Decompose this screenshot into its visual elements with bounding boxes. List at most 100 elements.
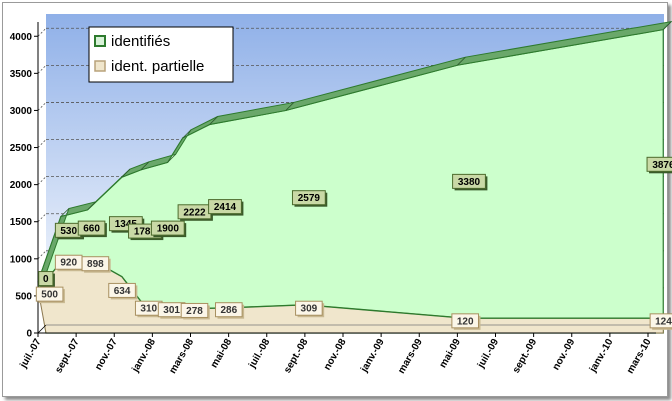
data-label-text: 0 [43,274,49,285]
gridline-depth [37,250,47,260]
gridline-depth [37,65,47,74]
data-label-text: 660 [83,224,100,235]
legend-label-identifies: identifiés [111,33,170,50]
data-label-text: 309 [301,304,318,315]
data-label-identifies: 0 [38,271,55,288]
data-label-box [35,286,64,302]
legend-swatch-partielle [94,60,106,72]
data-label-identifies: 2579 [291,190,328,207]
gridline-depth [37,102,47,111]
gridline-depth [37,213,47,223]
data-label-box [38,271,54,287]
data-label-identifies: 530 [54,222,84,240]
data-label-text: 124 [655,316,672,327]
x-tick-label: mars-10 [625,337,654,376]
depth-edge [140,161,150,171]
data-label-partielle: 309 [295,300,325,318]
y-tick-label: 3500 [10,69,33,80]
data-label-partielle: 124 [649,313,672,330]
data-label-partielle: 310 [134,300,165,318]
data-label-identifies: 3380 [452,173,488,191]
data-label-partielle: 634 [108,282,138,300]
x-tick-label: juil.-08 [246,337,272,371]
x-tick-label: janv.-10 [587,337,615,375]
depth-edge [167,154,176,163]
depth-edge [209,116,218,125]
data-label-box [180,302,209,318]
x-tick-label: sept.-07 [53,337,82,376]
data-label-text: 286 [220,305,237,316]
depth-edge [285,102,295,111]
data-label-identifies: 1900 [150,220,187,238]
data-label-text: 1345 [115,219,138,230]
data-label-text: 500 [41,290,58,301]
area-identifies-top-band [37,20,672,283]
y-tick-label: 1000 [10,254,33,265]
data-label-text: 634 [114,286,131,297]
x-tick-label: juil.-07 [18,337,44,371]
x-tick-label: mars-09 [396,337,425,376]
data-label-box [215,302,243,318]
data-label-identifies: 3876 [646,156,672,174]
data-label-text: 278 [186,306,203,317]
depth-corner [37,324,47,334]
data-label-text: 1781 [134,227,157,238]
y-tick-label: 0 [26,329,32,340]
x-tick-label: juil.-09 [475,337,501,371]
data-label-text: 3380 [458,177,481,188]
data-label-partielle: 286 [215,302,245,319]
data-label-text: 898 [87,259,104,270]
data-label-box [150,220,185,236]
data-label-partielle: 301 [157,302,187,319]
x-tick-label: nov.-08 [322,337,349,373]
data-label-identifies: 660 [77,220,107,238]
data-label-box [295,300,323,316]
y-tick-label: 500 [15,291,32,302]
data-label-text: 2414 [214,202,237,213]
y-tick-label: 2500 [10,143,33,154]
data-label-partielle: 120 [451,313,481,330]
legend-swatch-identifies [94,35,106,47]
data-label-box [108,282,136,298]
data-label-partielle: 500 [35,286,65,304]
depth-edge [457,56,466,66]
data-label-box [452,173,486,189]
data-label-text: 2222 [183,207,206,218]
data-label-text: 920 [60,258,77,269]
data-label-text: 530 [60,226,77,237]
x-tick-label: nov.-09 [551,337,578,373]
data-label-box [451,313,479,329]
x-tick-label: mars-08 [167,337,196,376]
data-label-box [649,313,672,329]
y-tick-label: 2000 [10,180,33,191]
x-tick-label: nov.-07 [93,337,120,373]
x-tick-label: mai-08 [209,337,235,370]
x-tick-label: janv.-08 [130,337,158,375]
depth-edge [121,168,131,178]
data-label-box [291,190,326,206]
data-label-text: 2579 [298,193,321,204]
depth-edge [87,201,96,211]
x-tick-label: mai-09 [438,337,464,370]
y-tick-label: 4000 [10,32,33,43]
y-tick-label: 3000 [10,106,33,117]
x-tick-label: janv.-09 [358,337,386,375]
data-label-partielle: 920 [54,254,84,272]
data-label-text: 3876 [652,160,672,171]
data-label-identifies: 2222 [177,204,213,221]
x-tick-label: sept.-08 [282,337,311,376]
x-tick-label: sept.-09 [511,337,540,376]
data-label-text: 120 [457,316,474,327]
y-axis-ticks: 0 500 1000 1500 2000 2500 3000 3500 4000 [10,32,38,340]
gridline-depth [37,27,47,37]
data-label-text: 1900 [157,224,180,235]
legend-box [88,26,234,83]
y-tick-label: 1500 [10,217,33,228]
data-label-partielle: 898 [81,256,111,273]
data-label-text: 310 [140,304,157,315]
depth-edge [60,208,70,217]
data-label-partielle: 278 [180,302,210,320]
legend: identifiés ident. partielle [88,26,234,83]
